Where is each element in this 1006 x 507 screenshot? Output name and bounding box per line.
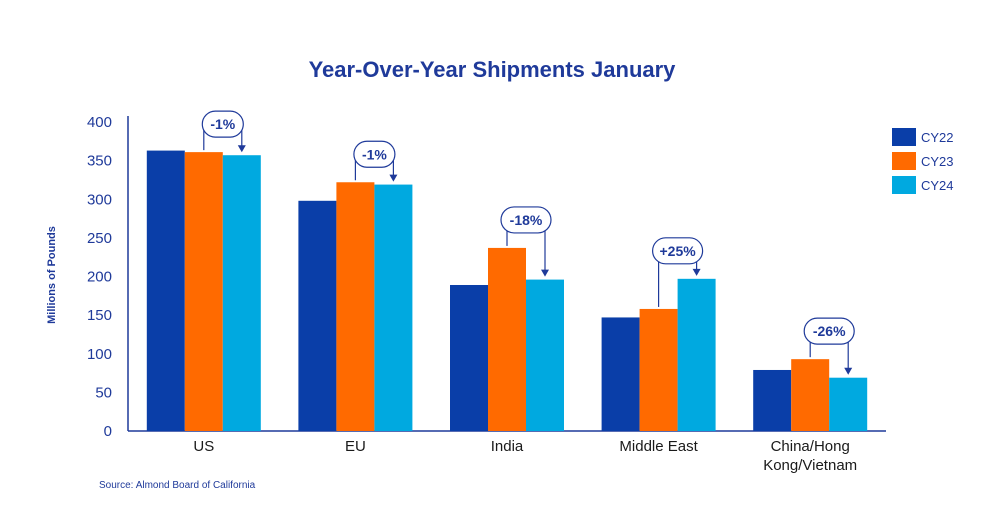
annotation-arrowhead xyxy=(844,367,853,375)
annotation-arrowhead xyxy=(389,174,398,182)
annotation-bubble xyxy=(201,110,244,138)
legend-label-cy23: CY23 xyxy=(921,154,954,169)
bar-cy23-3 xyxy=(488,247,526,431)
bar-cy24-2 xyxy=(374,184,413,431)
legend: CY22 CY23 CY24 xyxy=(892,128,954,194)
legend-label-cy22: CY22 xyxy=(921,130,954,145)
annotation-bubble xyxy=(651,237,704,265)
bar-cy23-4 xyxy=(639,308,678,431)
legend-swatch-cy24 xyxy=(892,176,916,194)
x-category-label: Kong/Vietnam xyxy=(763,457,857,474)
category-labels: US EU India Middle East China/Hong Kong/Vietn… xyxy=(193,438,857,474)
x-category-label: India xyxy=(491,438,524,455)
bar-cy23-1 xyxy=(184,152,223,431)
bar-cy24-3 xyxy=(526,279,564,431)
annotation-arrowhead xyxy=(237,145,246,153)
annotation-bubble xyxy=(353,140,396,168)
annotation-bubble xyxy=(803,317,855,345)
bar-cy22-4 xyxy=(601,317,640,431)
y-tick-label: 400 xyxy=(87,114,112,131)
legend-label-cy24: CY24 xyxy=(921,178,954,193)
x-category-label: EU xyxy=(345,438,366,455)
bar-cy23-5 xyxy=(791,359,830,431)
legend-swatch-cy22 xyxy=(892,128,916,146)
x-category-label: Middle East xyxy=(619,438,698,455)
annotation-label: -1% xyxy=(362,146,387,162)
annotation-bubble xyxy=(500,206,552,234)
y-tick-label: 200 xyxy=(87,269,112,286)
annotation-label: +25% xyxy=(659,243,696,259)
bar-cy22-2 xyxy=(298,200,337,431)
bars xyxy=(146,150,868,431)
bar-cy24-4 xyxy=(677,278,716,431)
y-tick-label: 0 xyxy=(104,423,112,440)
annotation-arrowhead xyxy=(692,268,701,276)
y-tick-label: 50 xyxy=(95,384,112,401)
x-category-label: China/Hong xyxy=(771,438,850,455)
annotation-label: -18% xyxy=(510,212,543,228)
legend-swatch-cy23 xyxy=(892,152,916,170)
annotations: -1% -1% -18% +25% -26% xyxy=(201,110,855,375)
y-tick-label: 100 xyxy=(87,346,112,363)
annotation-arrowhead xyxy=(541,269,549,277)
y-tick-label: 300 xyxy=(87,191,112,208)
y-tick-label: 150 xyxy=(87,307,112,324)
bar-cy24-1 xyxy=(222,155,261,431)
y-axis-label: Millions of Pounds xyxy=(46,226,58,324)
bar-cy22-1 xyxy=(146,150,185,431)
y-tick-label: 250 xyxy=(87,230,112,247)
source-note: Source: Almond Board of California xyxy=(99,480,256,491)
chart-title: Year-Over-Year Shipments January xyxy=(309,57,677,82)
bar-cy23-2 xyxy=(336,182,375,431)
annotation-label: -1% xyxy=(210,116,235,132)
y-tick-label: 350 xyxy=(87,153,112,170)
bar-cy24-5 xyxy=(829,377,868,431)
bar-cy22-5 xyxy=(753,369,792,431)
x-category-label: US xyxy=(193,438,214,455)
bar-cy22-3 xyxy=(450,284,488,431)
annotation-label: -26% xyxy=(813,323,846,339)
